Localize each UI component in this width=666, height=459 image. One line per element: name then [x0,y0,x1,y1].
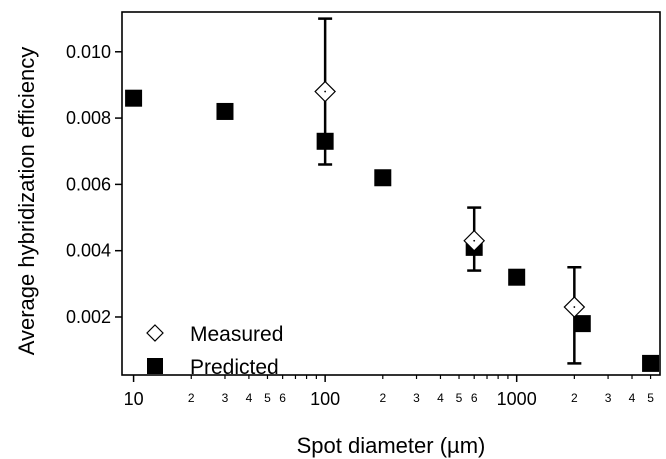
x-tick-label: 1000 [497,389,537,409]
x-tick-label: 10 [124,389,144,409]
x-minor-tick-label: 5 [456,391,463,405]
y-axis: 0.002 0.004 0.006 0.008 0.010 [66,42,122,327]
x-minor-tick-label: 3 [222,391,229,405]
measured-point-dot [573,306,576,308]
predicted-point [573,315,591,333]
x-minor-tick-label: 4 [629,391,636,405]
legend-predicted-label: Predicted [190,356,279,379]
y-tick-label: 0.010 [66,42,111,62]
y-tick-label: 0.006 [66,174,111,194]
x-minor-tick-label: 2 [379,391,386,405]
predicted-point [316,132,334,150]
data-markers [125,80,660,372]
x-minor-tick-label: 5 [647,391,654,405]
measured-point-dot [473,239,476,242]
y-tick-label: 0.002 [66,307,111,327]
x-minor-tick-label: 3 [413,391,420,405]
y-axis-title: Average hybridization efficiency [14,47,39,356]
x-minor-tick-label: 4 [246,391,253,405]
x-minor-tick-label: 6 [279,391,286,405]
x-minor-tick-label: 2 [571,391,578,405]
x-minor-tick-label: 4 [437,391,444,405]
legend-predicted-marker [147,358,163,374]
predicted-point [374,169,392,187]
y-tick-label: 0.008 [66,108,111,128]
predicted-point [508,268,526,286]
measured-point-dot [324,90,327,93]
legend: Measured Predicted [146,323,283,379]
predicted-point [125,89,143,107]
legend-measured-label: Measured [190,323,283,346]
plot-frame [121,11,661,376]
x-axis-title: Spot diameter (µm) [297,433,486,458]
x-minor-tick-label: 6 [471,391,478,405]
predicted-point [216,102,234,120]
legend-measured-marker [146,324,164,342]
error-bars [318,17,582,365]
x-minor-tick-label: 3 [605,391,612,405]
x-minor-tick-label: 2 [188,391,195,405]
predicted-point [642,354,660,372]
x-minor-tick-label: 5 [264,391,271,405]
y-tick-label: 0.004 [66,241,111,261]
x-tick-label: 100 [310,389,340,409]
